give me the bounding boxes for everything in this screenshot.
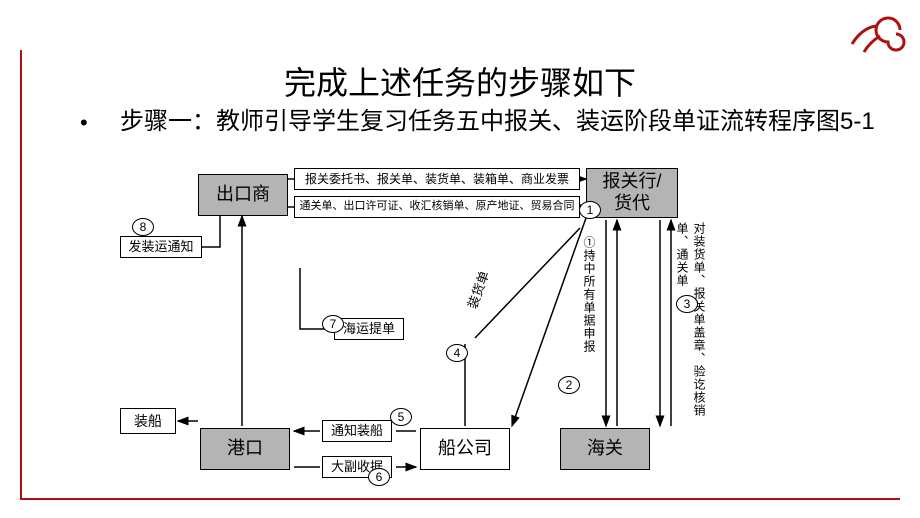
slide-title: 完成上述任务的步骤如下 [0, 58, 920, 104]
node-notify-ship: 通知装船 [322, 420, 392, 442]
step-num-8: 8 [132, 218, 154, 236]
node-ship-notice: 发装运通知 [120, 236, 202, 258]
step-num-7: 7 [322, 315, 344, 333]
flowchart: 出口商 报关委托书、报关单、装货单、装箱单、商业发票 通关单、出口许可证、收汇核… [120, 168, 820, 492]
node-docs-bot: 通关单、出口许可证、收汇核销单、原产地证、贸易合同 [294, 196, 580, 218]
step-num-5: 5 [390, 408, 412, 426]
node-customs: 海关 [560, 428, 650, 470]
node-docs-top: 报关委托书、报关单、装货单、装箱单、商业发票 [294, 168, 580, 190]
step-num-2: 2 [558, 376, 580, 394]
node-ship-co: 船公司 [420, 428, 510, 470]
step-num-6: 6 [368, 468, 390, 486]
ornament-icon [850, 6, 914, 54]
bullet-step1: • 步骤一：教师引导学生复习任务五中报关、装运阶段单证流转程序图5-1 [70, 106, 890, 138]
node-load-ship: 装船 [120, 408, 176, 434]
node-bill-lading: 海运提单 [334, 318, 404, 340]
vtext-right: 对装货单、报关单盖章、验讫核销单、通关单 [674, 222, 708, 418]
step-num-1: 1 [579, 201, 601, 219]
node-exporter: 出口商 [198, 174, 288, 216]
node-port: 港口 [200, 428, 290, 470]
bullet-text: 步骤一：教师引导学生复习任务五中报关、装运阶段单证流转程序图5-1 [120, 106, 890, 138]
step-num-3: 3 [676, 295, 698, 313]
step-num-4: 4 [446, 344, 468, 362]
bullet-dot: • [80, 110, 88, 136]
